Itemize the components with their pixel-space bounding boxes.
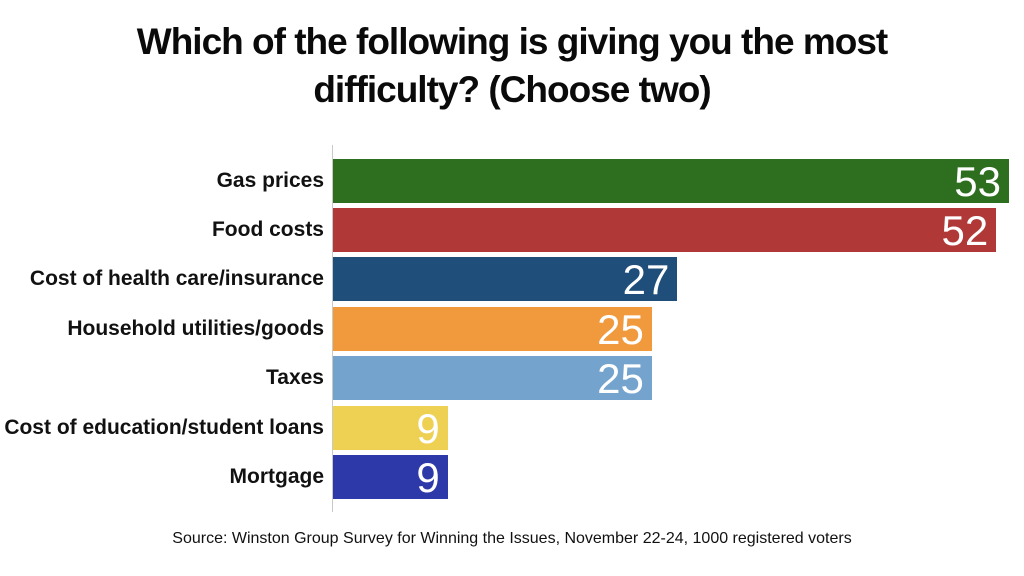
value-label-cost-of-education-student-loans: 9 xyxy=(416,404,440,452)
bar-cost-of-health-care-insurance: 27 xyxy=(333,256,678,304)
bar-gas-prices: 53 xyxy=(333,157,1009,205)
bar-row-gas-prices: Gas prices 53 xyxy=(0,156,1024,205)
bar-track-taxes: 25 xyxy=(333,355,1024,403)
value-label-gas-prices: 53 xyxy=(954,157,1001,205)
bar-track-cost-of-education-student-loans: 9 xyxy=(333,404,1024,452)
category-label-household-utilities-goods: Household utilities/goods xyxy=(67,316,324,340)
chart-title: Which of the following is giving you the… xyxy=(0,18,1024,114)
bar-track-gas-prices: 53 xyxy=(333,157,1024,205)
value-label-taxes: 25 xyxy=(597,355,644,403)
bar-row-mortgage: Mortgage 9 xyxy=(0,452,1024,501)
bar-row-cost-of-health-care-insurance: Cost of health care/insurance 27 xyxy=(0,255,1024,304)
bar-row-food-costs: Food costs 52 xyxy=(0,205,1024,254)
source-note: Source: Winston Group Survey for Winning… xyxy=(172,530,852,547)
category-label-mortgage: Mortgage xyxy=(229,465,325,489)
bar-row-household-utilities-goods: Household utilities/goods 25 xyxy=(0,304,1024,353)
bar-household-utilities-goods: 25 xyxy=(333,305,652,353)
bar-row-taxes: Taxes 25 xyxy=(0,354,1024,403)
bar-rows: Gas prices 53 Food costs 52 Cost of health c… xyxy=(0,156,1024,502)
bar-chart: Gas prices 53 Food costs 52 Cost of health c… xyxy=(0,145,1024,513)
bar-row-cost-of-education-student-loans: Cost of education/student loans 9 xyxy=(0,403,1024,452)
category-label-taxes: Taxes xyxy=(266,366,324,390)
category-label-cost-of-education-student-loans: Cost of education/student loans xyxy=(4,415,324,439)
chart-title-line-2: difficulty? (Choose two) xyxy=(313,69,711,110)
y-axis-line xyxy=(332,145,333,512)
bar-track-cost-of-health-care-insurance: 27 xyxy=(333,256,1024,304)
chart-title-line-1: Which of the following is giving you the… xyxy=(136,21,888,62)
category-label-gas-prices: Gas prices xyxy=(216,168,324,192)
value-label-household-utilities-goods: 25 xyxy=(597,305,644,353)
bar-food-costs: 52 xyxy=(333,207,997,255)
category-label-food-costs: Food costs xyxy=(211,218,324,242)
value-label-mortgage: 9 xyxy=(416,454,440,502)
bar-track-food-costs: 52 xyxy=(333,207,1024,255)
value-label-cost-of-health-care-insurance: 27 xyxy=(622,256,670,304)
category-label-cost-of-health-care-insurance: Cost of health care/insurance xyxy=(29,267,324,291)
bar-track-mortgage: 9 xyxy=(333,454,1024,502)
bar-cost-of-education-student-loans: 9 xyxy=(333,404,448,452)
bar-track-household-utilities-goods: 25 xyxy=(333,305,1024,353)
bar-mortgage: 9 xyxy=(333,454,448,502)
bar-taxes: 25 xyxy=(333,355,652,403)
value-label-food-costs: 52 xyxy=(941,207,989,255)
